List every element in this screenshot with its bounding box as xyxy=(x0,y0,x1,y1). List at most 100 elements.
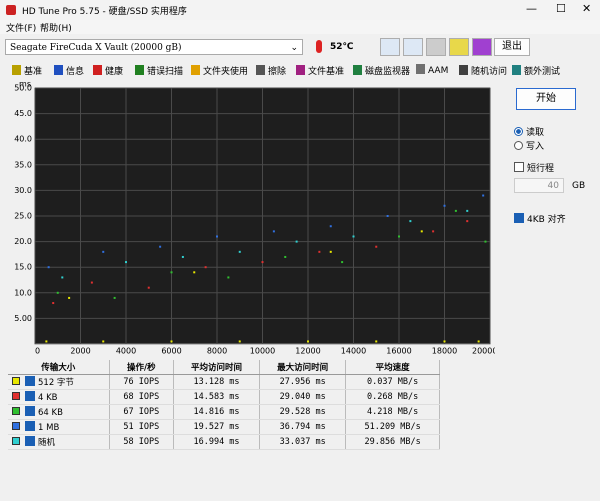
screenshot-button[interactable] xyxy=(426,38,446,56)
save-button[interactable] xyxy=(472,38,492,56)
tab[interactable]: 擦除 xyxy=(256,64,286,77)
copy-button[interactable] xyxy=(380,38,400,56)
short-stroke-checkbox[interactable]: 短行程 xyxy=(514,161,554,174)
cell: 51 IOPS xyxy=(109,419,174,435)
series-cell: 随机 xyxy=(8,434,110,450)
read-radio[interactable]: 读取 xyxy=(514,125,544,138)
y-tick-label: 50.0 xyxy=(14,84,32,93)
drive-name: Seagate FireCuda X Vault (20000 gB) xyxy=(10,43,182,53)
scatter-point xyxy=(352,235,355,238)
checkbox[interactable] xyxy=(25,406,35,416)
tab-icon xyxy=(135,65,144,75)
scatter-point xyxy=(454,209,457,212)
temperature: 52℃ xyxy=(330,42,354,52)
tab[interactable]: AAM xyxy=(416,64,448,76)
series-name: 4 KB xyxy=(38,393,58,403)
column-header: 操作/秒 xyxy=(109,360,174,375)
tab-icon xyxy=(12,65,21,75)
tab[interactable]: 文件夹使用 xyxy=(191,64,248,77)
tab[interactable]: 文件基准 xyxy=(296,64,344,77)
maximize-button[interactable]: ☐ xyxy=(556,2,566,15)
checkbox[interactable] xyxy=(25,436,35,446)
tab-label: 随机访问 xyxy=(471,67,508,77)
drive-select[interactable]: Seagate FireCuda X Vault (20000 gB) ⌄ xyxy=(5,39,303,55)
checkbox[interactable] xyxy=(25,376,35,386)
scatter-point xyxy=(484,240,487,243)
tab[interactable]: 随机访问 xyxy=(459,64,507,77)
short-stroke-input[interactable]: 40 xyxy=(514,178,564,193)
tab[interactable]: 基准 xyxy=(12,64,42,77)
legend-swatch xyxy=(12,392,20,400)
tab-label: 信息 xyxy=(66,67,85,77)
checkbox[interactable] xyxy=(25,391,35,401)
scatter-point xyxy=(477,340,480,343)
exit-button[interactable]: 退出 xyxy=(494,38,530,56)
menu-item[interactable]: 帮助(H) xyxy=(40,24,72,34)
close-button[interactable]: ✕ xyxy=(582,2,592,15)
thermometer-icon xyxy=(316,40,322,53)
radio-label: 读取 xyxy=(526,128,545,138)
cell: 14.583 ms xyxy=(173,389,261,405)
series-cell: 64 KB xyxy=(8,404,110,420)
tab-label: 擦除 xyxy=(268,67,287,77)
toolbar-icons xyxy=(380,38,500,56)
scatter-point xyxy=(466,220,469,223)
checkbox[interactable] xyxy=(25,421,35,431)
tab[interactable]: 健康 xyxy=(93,64,123,77)
y-tick-label: 20.0 xyxy=(14,237,32,246)
scatter-point xyxy=(216,235,218,238)
minimize-button[interactable]: — xyxy=(526,2,537,15)
copy-all-button[interactable] xyxy=(403,38,423,56)
tab-icon xyxy=(416,64,425,74)
scatter-point xyxy=(295,240,298,243)
series-cell: 4 KB xyxy=(8,389,110,405)
cell: 13.128 ms xyxy=(173,374,261,390)
cell: 33.037 ms xyxy=(259,434,347,450)
tab-icon xyxy=(191,65,200,75)
cell: 58 IOPS xyxy=(109,434,174,450)
x-tick-label: 8000 xyxy=(207,347,227,356)
cell: 19.527 ms xyxy=(173,419,261,435)
y-tick-label: 35.0 xyxy=(14,160,32,169)
result-row: 512 字节 76 IOPS 13.128 ms 27.956 ms 0.037 MB/… xyxy=(8,374,440,390)
cell: 4.218 MB/s xyxy=(345,404,440,420)
checkbox xyxy=(514,162,524,172)
scatter-point xyxy=(159,245,162,248)
legend-swatch xyxy=(12,377,20,385)
scatter-point xyxy=(398,235,400,238)
result-row: 4 KB 68 IOPS 14.583 ms 29.040 ms 0.268 MB/s xyxy=(8,389,440,405)
column-header: 传输大小 xyxy=(8,360,110,375)
tab[interactable]: 信息 xyxy=(54,64,84,77)
column-header: 平均访问时间 xyxy=(173,360,261,375)
scatter-point xyxy=(193,271,196,274)
options-button[interactable] xyxy=(449,38,469,56)
scatter-point xyxy=(261,261,264,264)
scatter-point xyxy=(329,225,332,228)
scatter-point xyxy=(147,286,150,289)
tab-label: 基准 xyxy=(24,67,43,77)
align-checkbox[interactable]: 4KB 对齐 xyxy=(514,212,566,225)
tab[interactable]: 磁盘监视器 xyxy=(353,64,410,77)
write-radio[interactable]: 写入 xyxy=(514,139,544,152)
x-tick-label: 0 xyxy=(35,347,40,356)
tab-label: 错误扫描 xyxy=(147,67,184,77)
series-cell: 512 字节 xyxy=(8,374,110,390)
start-button[interactable]: 开始 xyxy=(516,88,576,110)
y-tick-label: 15.0 xyxy=(14,263,32,272)
checkbox-label: 短行程 xyxy=(527,164,555,174)
tab[interactable]: 错误扫描 xyxy=(135,64,183,77)
x-tick-label: 10000 xyxy=(250,347,275,356)
y-tick-label: 40.0 xyxy=(14,135,32,144)
dropdown-arrow: ⌄ xyxy=(290,43,298,53)
tab-label: 文件夹使用 xyxy=(203,67,249,77)
result-row: 随机 58 IOPS 16.994 ms 33.037 ms 29.856 MB/s xyxy=(8,434,440,450)
scatter-point xyxy=(375,245,378,248)
series-cell: 1 MB xyxy=(8,419,110,435)
x-tick-label: 2000 xyxy=(70,347,90,356)
cell: 29.040 ms xyxy=(259,389,347,405)
menu-item[interactable]: 文件(F) xyxy=(6,24,37,34)
tab[interactable]: 额外测试 xyxy=(512,64,560,77)
radio-label: 写入 xyxy=(526,142,545,152)
scatter-point xyxy=(318,250,321,253)
title-bar: HD Tune Pro 5.75 - 硬盘/SSD 实用程序 — ☐ ✕ xyxy=(0,0,600,20)
